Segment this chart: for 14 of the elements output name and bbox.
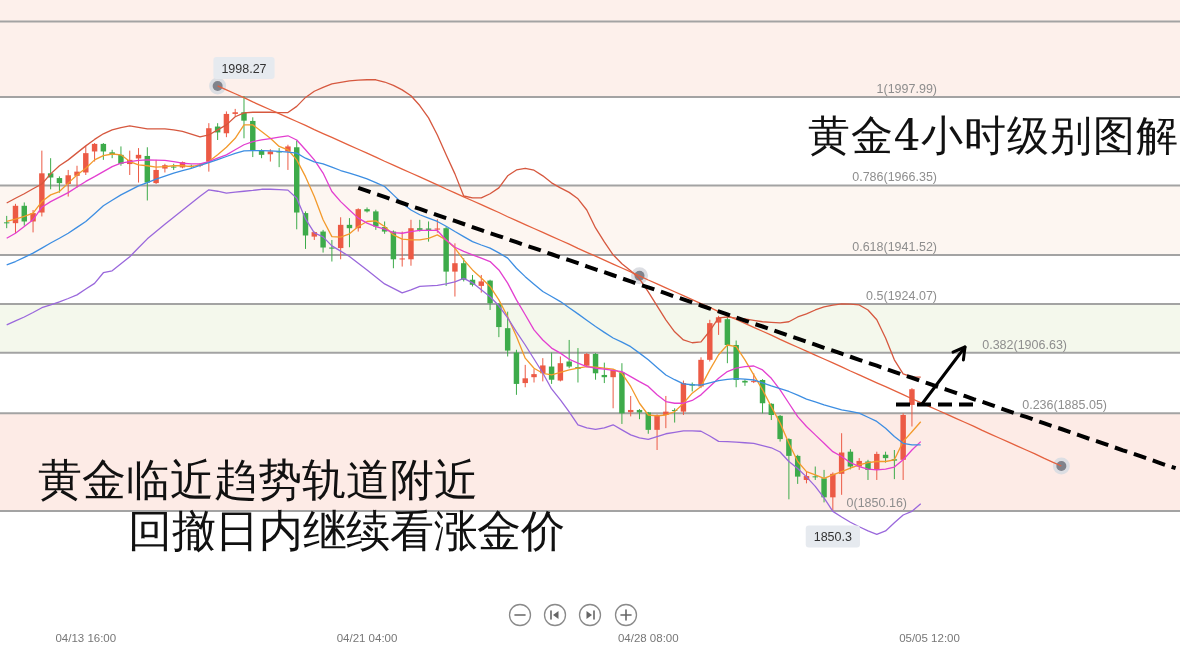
x-tick-label: 04/13 16:00 bbox=[55, 632, 117, 644]
ref-line-label: 0.618(1941.52) bbox=[852, 240, 937, 255]
annotation: 1998.27 bbox=[221, 61, 267, 76]
ref-line-label: 0.5(1924.07) bbox=[866, 288, 937, 303]
ref-line-label: 1(1997.99) bbox=[876, 81, 937, 96]
x-tick-label: 04/28 08:00 bbox=[617, 632, 679, 644]
annotation: 1850.3 bbox=[813, 530, 853, 544]
ref-line-label: 0.786(1966.35) bbox=[852, 170, 937, 185]
ref-line-label: 0(1850.16) bbox=[846, 495, 907, 510]
ref-line-label: 0.382(1906.63) bbox=[982, 337, 1067, 352]
ref-line-label: 0.236(1885.05) bbox=[1022, 398, 1107, 413]
title: 黄金4小时级别图解 bbox=[808, 111, 1178, 160]
x-tick-label: 05/05 12:00 bbox=[899, 632, 960, 644]
x-tick-label: 04/21 04:00 bbox=[336, 632, 398, 644]
